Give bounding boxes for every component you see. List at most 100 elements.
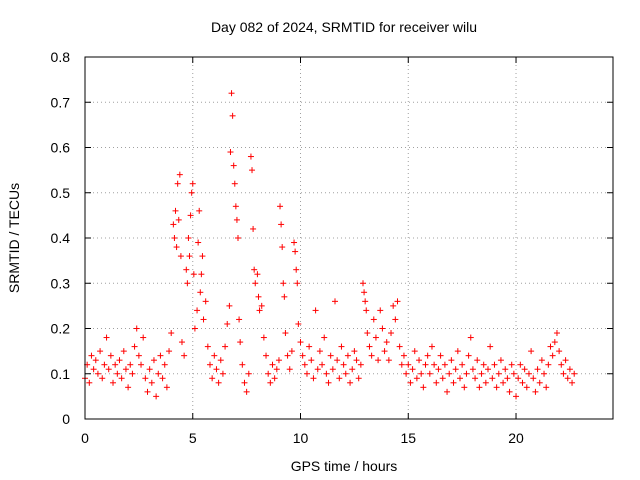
data-point [204, 343, 211, 350]
data-point [107, 352, 114, 359]
data-point [493, 384, 500, 391]
data-point [295, 320, 302, 327]
data-point [184, 280, 191, 287]
data-point [202, 298, 209, 305]
data-point [224, 320, 231, 327]
data-point [116, 357, 123, 364]
data-point [206, 361, 213, 368]
data-point [175, 216, 182, 223]
data-point [478, 370, 485, 377]
data-point [321, 334, 328, 341]
data-point [265, 370, 272, 377]
y-tick-label: 0.8 [51, 49, 71, 65]
x-tick-label: 5 [189, 430, 197, 446]
data-point [549, 352, 556, 359]
data-point [142, 375, 149, 382]
y-tick-label: 0.6 [51, 140, 71, 156]
data-point [342, 370, 349, 377]
data-point [277, 203, 284, 210]
data-point [308, 357, 315, 364]
x-tick-label: 20 [508, 430, 524, 446]
data-point [377, 307, 384, 314]
data-point [381, 348, 388, 355]
data-point [489, 375, 496, 382]
data-point [403, 370, 410, 377]
data-point [474, 357, 481, 364]
data-point [312, 307, 319, 314]
data-point [562, 357, 569, 364]
data-point [566, 366, 573, 373]
data-point [422, 361, 429, 368]
x-tick-label: 15 [400, 430, 416, 446]
data-point [195, 239, 202, 246]
data-point [508, 361, 515, 368]
data-point [426, 370, 433, 377]
data-point [241, 379, 248, 386]
data-point [256, 307, 263, 314]
data-point [398, 361, 405, 368]
data-point [547, 343, 554, 350]
data-point [349, 366, 356, 373]
data-point [360, 280, 367, 287]
data-point [506, 388, 513, 395]
data-point [556, 348, 563, 355]
data-point [448, 357, 455, 364]
data-point [525, 370, 532, 377]
data-point [292, 248, 299, 255]
data-point [284, 352, 291, 359]
data-point [541, 370, 548, 377]
data-point [515, 375, 522, 382]
data-point [187, 212, 194, 219]
data-point [213, 366, 220, 373]
data-point [217, 357, 224, 364]
chart-title: Day 082 of 2024, SRMTID for receiver wil… [211, 19, 477, 35]
data-point [291, 239, 298, 246]
data-point [569, 379, 576, 386]
data-point [186, 253, 193, 260]
data-point [517, 361, 524, 368]
data-point [278, 221, 285, 228]
y-tick-label: 0.7 [51, 94, 71, 110]
data-point [219, 370, 226, 377]
data-point [118, 375, 125, 382]
data-point [263, 352, 270, 359]
data-point [428, 343, 435, 350]
data-point [491, 361, 498, 368]
data-point [101, 361, 108, 368]
data-point [379, 325, 386, 332]
data-point [437, 352, 444, 359]
data-point [431, 361, 438, 368]
y-tick-label: 0.3 [51, 275, 71, 291]
data-point [303, 370, 310, 377]
data-point [461, 384, 468, 391]
data-point [177, 253, 184, 260]
data-point [364, 330, 371, 337]
data-point [482, 379, 489, 386]
data-point [260, 334, 267, 341]
data-point [405, 361, 412, 368]
data-point [388, 330, 395, 337]
data-point [99, 375, 106, 382]
data-point [127, 361, 134, 368]
data-point [254, 271, 261, 278]
data-point [467, 334, 474, 341]
data-point [310, 375, 317, 382]
data-point [564, 375, 571, 382]
data-point [532, 388, 539, 395]
data-point [249, 167, 256, 174]
data-point [88, 352, 95, 359]
data-point [519, 379, 526, 386]
data-point [538, 357, 545, 364]
data-point [351, 348, 358, 355]
data-point [510, 370, 517, 377]
data-point [521, 366, 528, 373]
data-point [233, 216, 240, 223]
data-point [112, 361, 119, 368]
x-tick-label: 10 [293, 430, 309, 446]
data-point [235, 235, 242, 241]
data-point [230, 162, 237, 169]
data-point [363, 307, 370, 314]
data-point [344, 352, 351, 359]
data-point [125, 384, 132, 391]
